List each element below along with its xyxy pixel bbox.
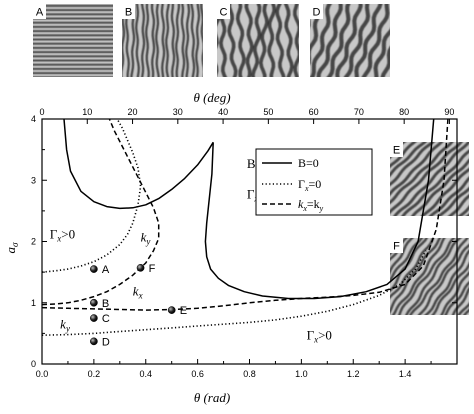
inset-label-box bbox=[390, 238, 403, 253]
texture-insets: A B C D E F bbox=[33, 4, 469, 315]
x-top-tick-label: 40 bbox=[218, 107, 228, 117]
series-dashed-segment-1 bbox=[41, 118, 449, 311]
point-a bbox=[90, 265, 98, 273]
region-annotation: ky bbox=[60, 316, 70, 333]
x-axis-top-title: θ (deg) bbox=[193, 90, 230, 105]
inset-label: C bbox=[220, 7, 228, 19]
point-d bbox=[90, 337, 98, 346]
texture-inset-d: D bbox=[310, 4, 390, 77]
x-top-tick-label: 60 bbox=[309, 107, 319, 117]
series-dotted-segment-1 bbox=[41, 118, 142, 273]
inset-label-box bbox=[310, 4, 323, 19]
legend-box bbox=[255, 148, 373, 216]
y-tick-label: 1 bbox=[31, 298, 36, 308]
x-top-tick-label: 20 bbox=[128, 107, 138, 117]
x-axis-bottom-title: θ (rad) bbox=[194, 390, 230, 405]
x-tick-label: 1.4 bbox=[399, 369, 412, 379]
legend-label-gammax: Γx=0 bbox=[298, 177, 321, 193]
x-top-tick-label: 10 bbox=[82, 107, 92, 117]
texture-inset-f: F bbox=[390, 238, 469, 315]
axis-tick-labels: 0.0 0.2 0.4 0.6 0.8 1.0 1.2 1.40 10 20 30 40 50 60 70 8… bbox=[31, 107, 454, 379]
axis-ticks bbox=[41, 118, 457, 365]
region-annotation: Γx>0 bbox=[307, 328, 332, 345]
x-top-tick-label: 70 bbox=[354, 107, 364, 117]
y-tick-label: 3 bbox=[31, 175, 36, 185]
x-top-tick-label: 0 bbox=[39, 107, 44, 117]
inset-label-box bbox=[33, 4, 46, 19]
data-points: A BCD E F bbox=[90, 263, 187, 348]
inset-label: E bbox=[393, 145, 400, 157]
svg-text:aσ: aσ bbox=[3, 242, 20, 254]
y-tick-label: 0 bbox=[31, 359, 36, 369]
x-tick-label: 0.0 bbox=[36, 369, 49, 379]
inset-label: F bbox=[393, 241, 400, 253]
x-top-tick-label: 50 bbox=[263, 107, 273, 117]
point-b bbox=[90, 298, 98, 307]
x-top-tick-label: 30 bbox=[173, 107, 183, 117]
x-tick-label: 1.2 bbox=[347, 369, 360, 379]
texture-inset-e: E bbox=[390, 142, 469, 216]
region-annotation: ky bbox=[141, 230, 151, 247]
series-dashed-segment-2 bbox=[41, 118, 160, 306]
x-tick-label: 0.6 bbox=[191, 369, 204, 379]
point-f bbox=[136, 263, 145, 272]
region-annotation: Γx>0 bbox=[50, 226, 75, 243]
y-axis-title-main: a bbox=[3, 246, 18, 253]
y-tick-label: 4 bbox=[31, 114, 36, 124]
y-axis-title-sub: σ bbox=[10, 242, 20, 247]
series-solid-segment-1 bbox=[63, 118, 214, 210]
texture-inset-c: C bbox=[217, 4, 299, 77]
x-top-tick-label: 90 bbox=[444, 107, 454, 117]
series-dotted-segment-2 bbox=[41, 250, 427, 336]
inset-label-box bbox=[122, 4, 135, 19]
x-top-tick-label: 80 bbox=[399, 107, 409, 117]
point-label-e: E bbox=[180, 305, 187, 317]
inset-label: D bbox=[313, 7, 321, 19]
point-label-a: A bbox=[102, 264, 110, 276]
region-annotation: kx bbox=[133, 283, 143, 300]
inset-label: A bbox=[36, 7, 44, 19]
x-tick-label: 0.4 bbox=[139, 369, 152, 379]
legend: B=0 Γx=0 kx=ky bbox=[255, 148, 373, 216]
inset-label: B bbox=[125, 7, 132, 19]
inset-label-box bbox=[390, 142, 403, 157]
legend-label-b0: B=0 bbox=[298, 156, 319, 170]
series-solid-segment-2 bbox=[204, 118, 435, 300]
point-label-d: D bbox=[102, 336, 110, 348]
legend-label-kxky: kx=ky bbox=[298, 197, 324, 213]
inset-label-box bbox=[217, 4, 230, 19]
curves bbox=[41, 118, 449, 336]
x-tick-label: 0.8 bbox=[243, 369, 256, 379]
y-axis-title: aσ bbox=[3, 242, 20, 254]
point-label-f: F bbox=[149, 263, 156, 275]
x-tick-label: 1.0 bbox=[295, 369, 308, 379]
y-tick-label: 2 bbox=[31, 237, 36, 247]
point-label-c: C bbox=[102, 313, 110, 325]
x-tick-label: 0.2 bbox=[88, 369, 101, 379]
texture-inset-b: B bbox=[122, 4, 203, 77]
point-e bbox=[167, 306, 176, 314]
point-c bbox=[90, 314, 98, 322]
texture-inset-a: A bbox=[33, 4, 113, 77]
point-label-b: B bbox=[102, 298, 109, 310]
